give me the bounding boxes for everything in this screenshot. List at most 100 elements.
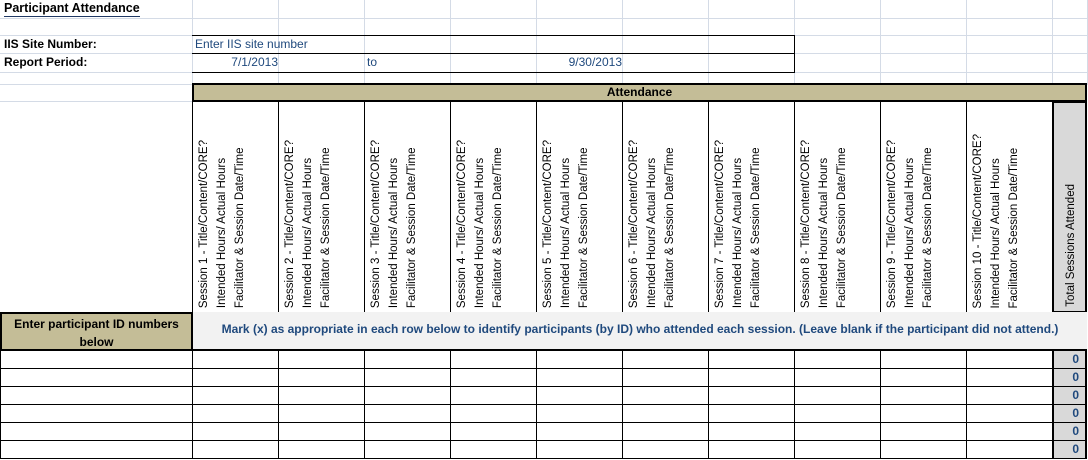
- attendance-cell[interactable]: [192, 422, 279, 441]
- attendance-cell[interactable]: [622, 422, 709, 441]
- participant-id-cell[interactable]: [0, 404, 193, 423]
- attendance-cell[interactable]: [278, 440, 365, 459]
- attendance-header: Attendance: [192, 83, 1087, 102]
- attendance-cell[interactable]: [536, 440, 623, 459]
- attendance-cell[interactable]: [966, 404, 1053, 423]
- session-2-header: Session 2 - Title/Content/CORE? Intended …: [278, 101, 365, 313]
- session-header-line: Facilitator & Session Date/Time: [492, 147, 504, 308]
- attendance-cell[interactable]: [622, 404, 709, 423]
- attendance-cell[interactable]: [192, 386, 279, 405]
- participant-id-cell[interactable]: [0, 422, 193, 441]
- attendance-cell[interactable]: [278, 422, 365, 441]
- attendance-cell[interactable]: [622, 386, 709, 405]
- attendance-cell[interactable]: [966, 422, 1053, 441]
- attendance-cell[interactable]: [708, 440, 795, 459]
- attendance-cell[interactable]: [536, 368, 623, 387]
- attendance-cell[interactable]: [794, 422, 881, 441]
- report-period-label: Report Period:: [4, 55, 88, 69]
- site-number-input[interactable]: Enter IIS site number: [192, 35, 795, 54]
- session-header-text: Session 8 - Title/Content/CORE? Intended …: [797, 140, 851, 308]
- attendance-cell[interactable]: [364, 350, 451, 369]
- attendance-cell[interactable]: [794, 404, 881, 423]
- session-header-text: Session 7 - Title/Content/CORE? Intended …: [711, 140, 765, 308]
- attendance-cell[interactable]: [450, 386, 537, 405]
- session-header-line: Session 7 - Title/Content/CORE?: [714, 139, 726, 308]
- page-title: Participant Attendance: [4, 1, 140, 17]
- session-header-line: Session 8 - Title/Content/CORE?: [800, 139, 812, 308]
- session-7-header: Session 7 - Title/Content/CORE? Intended …: [708, 101, 795, 313]
- attendance-cell[interactable]: [794, 368, 881, 387]
- session-header-line: Facilitator & Session Date/Time: [406, 147, 418, 308]
- attendance-cell[interactable]: [536, 422, 623, 441]
- gridline: [536, 0, 537, 84]
- attendance-cell[interactable]: [966, 368, 1053, 387]
- period-to-label: to: [367, 55, 378, 69]
- attendance-cell[interactable]: [880, 440, 967, 459]
- attendance-cell[interactable]: [536, 386, 623, 405]
- attendance-cell[interactable]: [536, 350, 623, 369]
- attendance-cell[interactable]: [708, 368, 795, 387]
- attendance-cell[interactable]: [794, 440, 881, 459]
- attendance-cell[interactable]: [278, 368, 365, 387]
- session-header-text: Session 3 - Title/Content/CORE? Intended …: [367, 140, 421, 308]
- attendance-cell[interactable]: [966, 350, 1053, 369]
- total-sessions-header: Total Sessions Attended: [1052, 101, 1087, 313]
- participant-id-cell[interactable]: [0, 386, 193, 405]
- report-period-box: [192, 53, 795, 73]
- session-5-header: Session 5 - Title/Content/CORE? Intended …: [536, 101, 623, 313]
- attendance-cell[interactable]: [192, 440, 279, 459]
- participant-id-cell[interactable]: [0, 350, 193, 369]
- session-6-header: Session 6 - Title/Content/CORE? Intended …: [622, 101, 709, 313]
- attendance-cell[interactable]: [192, 350, 279, 369]
- attendance-cell[interactable]: [536, 404, 623, 423]
- session-header-text: Session 5 - Title/Content/CORE? Intended …: [539, 140, 593, 308]
- gridline: [192, 0, 193, 84]
- attendance-cell[interactable]: [278, 386, 365, 405]
- attendance-cell[interactable]: [880, 422, 967, 441]
- attendance-cell[interactable]: [794, 350, 881, 369]
- gridline: [880, 0, 881, 84]
- attendance-cell[interactable]: [450, 440, 537, 459]
- attendance-cell[interactable]: [880, 368, 967, 387]
- participant-id-cell[interactable]: [0, 440, 193, 459]
- attendance-cell[interactable]: [708, 386, 795, 405]
- session-header-line: Intended Hours/ Actual Hours: [302, 157, 314, 308]
- attendance-cell[interactable]: [364, 404, 451, 423]
- attendance-cell[interactable]: [364, 368, 451, 387]
- session-header-line: Facilitator & Session Date/Time: [664, 147, 676, 308]
- attendance-cell[interactable]: [794, 386, 881, 405]
- attendance-cell[interactable]: [622, 440, 709, 459]
- attendance-cell[interactable]: [966, 386, 1053, 405]
- session-header-line: Intended Hours/ Actual Hours: [904, 157, 916, 308]
- session-header-line: Intended Hours/ Actual Hours: [818, 157, 830, 308]
- attendance-cell[interactable]: [708, 350, 795, 369]
- attendance-cell[interactable]: [450, 350, 537, 369]
- attendance-cell[interactable]: [192, 368, 279, 387]
- attendance-cell[interactable]: [880, 350, 967, 369]
- attendance-cell[interactable]: [622, 368, 709, 387]
- period-start-input[interactable]: 7/1/2013: [231, 55, 278, 69]
- attendance-cell[interactable]: [450, 422, 537, 441]
- attendance-cell[interactable]: [450, 404, 537, 423]
- attendance-cell[interactable]: [880, 386, 967, 405]
- attendance-cell[interactable]: [708, 404, 795, 423]
- attendance-cell[interactable]: [450, 368, 537, 387]
- session-header-line: Session 9 - Title/Content/CORE?: [886, 139, 898, 308]
- period-end-input[interactable]: 9/30/2013: [568, 55, 622, 69]
- total-sessions-value: 0: [1052, 422, 1087, 441]
- attendance-cell[interactable]: [708, 422, 795, 441]
- session-3-header: Session 3 - Title/Content/CORE? Intended …: [364, 101, 451, 313]
- attendance-cell[interactable]: [364, 422, 451, 441]
- attendance-cell[interactable]: [192, 404, 279, 423]
- attendance-cell[interactable]: [278, 404, 365, 423]
- attendance-cell[interactable]: [966, 440, 1053, 459]
- session-header-line: Intended Hours/ Actual Hours: [646, 157, 658, 308]
- attendance-cell[interactable]: [880, 404, 967, 423]
- site-number-label: IIS Site Number:: [4, 37, 97, 51]
- session-header-line: Intended Hours/ Actual Hours: [474, 157, 486, 308]
- attendance-cell[interactable]: [364, 386, 451, 405]
- attendance-cell[interactable]: [622, 350, 709, 369]
- attendance-cell[interactable]: [278, 350, 365, 369]
- attendance-cell[interactable]: [364, 440, 451, 459]
- participant-id-cell[interactable]: [0, 368, 193, 387]
